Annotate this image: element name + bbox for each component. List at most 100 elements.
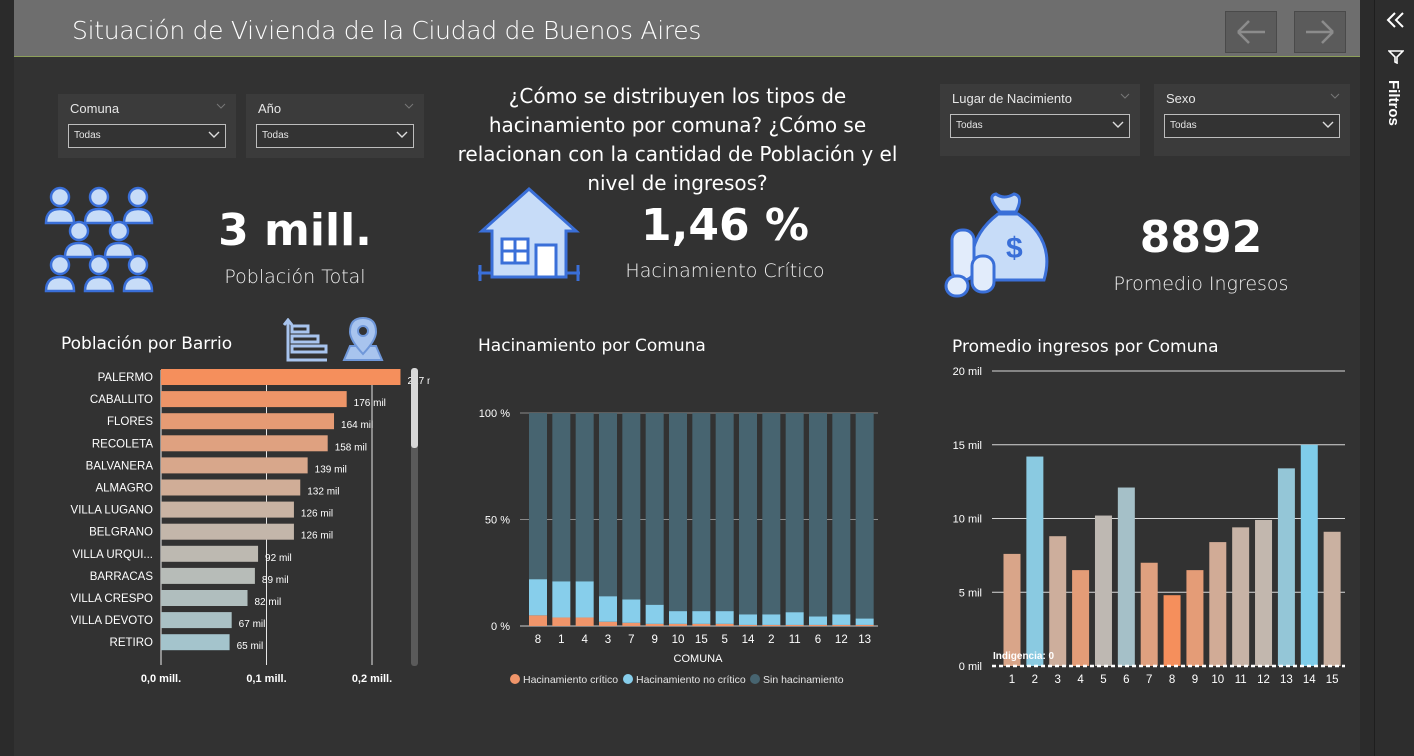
bar-segment[interactable] — [645, 623, 664, 626]
bar[interactable] — [161, 457, 308, 474]
bar-segment[interactable] — [762, 614, 781, 625]
bar[interactable] — [1094, 515, 1112, 666]
bar-segment[interactable] — [645, 413, 664, 605]
bar[interactable] — [1003, 553, 1021, 666]
x-tick-label: 10 — [1211, 674, 1224, 686]
bar-segment[interactable] — [832, 624, 851, 626]
bar[interactable] — [1323, 531, 1341, 666]
bar[interactable] — [161, 567, 255, 584]
legend-label[interactable]: Hacinamiento no crítico — [636, 674, 746, 686]
bar[interactable] — [1277, 468, 1295, 666]
forward-button[interactable] — [1294, 11, 1346, 53]
slicer-dropdown[interactable]: Todas — [256, 124, 414, 148]
bar-segment[interactable] — [855, 624, 874, 626]
bar-segment[interactable] — [575, 581, 594, 618]
bar-segment[interactable] — [529, 413, 547, 580]
bar-segment[interactable] — [739, 624, 757, 626]
slicer-lugar-nacimiento[interactable]: Lugar de Nacimiento Todas — [940, 84, 1140, 156]
legend-label[interactable]: Sin hacinamiento — [763, 674, 844, 686]
filters-pane-label[interactable]: Filtros — [1385, 80, 1402, 126]
bar-segment[interactable] — [855, 413, 874, 619]
bar[interactable] — [161, 634, 230, 651]
bar[interactable] — [1209, 542, 1227, 666]
bar-segment[interactable] — [622, 599, 641, 623]
bar-segment[interactable] — [762, 624, 781, 626]
bar[interactable] — [161, 545, 259, 562]
bar[interactable] — [1255, 519, 1273, 666]
bar[interactable] — [1140, 562, 1158, 666]
bar[interactable] — [161, 612, 232, 629]
bar-segment[interactable] — [529, 615, 547, 626]
bar-segment[interactable] — [529, 579, 547, 616]
bar-segment[interactable] — [692, 623, 711, 626]
bar-segment[interactable] — [599, 413, 617, 597]
bar-segment[interactable] — [785, 624, 804, 626]
bar[interactable] — [1026, 456, 1044, 666]
bar-segment[interactable] — [739, 614, 757, 625]
bar[interactable] — [1300, 444, 1318, 666]
bar[interactable] — [161, 479, 301, 496]
slicer-ano[interactable]: Año Todas — [246, 94, 424, 158]
bar-chart-sort-icon[interactable] — [283, 318, 329, 362]
bar[interactable] — [161, 369, 401, 385]
bar-segment[interactable] — [785, 612, 804, 625]
legend-swatch[interactable] — [623, 674, 633, 684]
bar-segment[interactable] — [855, 618, 874, 625]
bar-segment[interactable] — [832, 614, 851, 625]
bar[interactable] — [161, 391, 347, 408]
bar-segment[interactable] — [575, 617, 594, 626]
bar-segment[interactable] — [552, 413, 571, 582]
double-chevron-left-icon[interactable] — [1386, 11, 1406, 29]
bar-segment[interactable] — [785, 413, 804, 613]
bar-segment[interactable] — [552, 581, 571, 618]
bar-segment[interactable] — [599, 596, 617, 622]
bar-segment[interactable] — [809, 616, 827, 625]
bar-segment[interactable] — [599, 621, 617, 626]
bar-segment[interactable] — [809, 624, 827, 626]
bar-segment[interactable] — [809, 413, 827, 617]
slicer-dropdown[interactable]: Todas — [68, 124, 226, 148]
bar[interactable] — [1117, 487, 1135, 666]
slicer-dropdown[interactable]: Todas — [950, 114, 1130, 138]
bar[interactable] — [1049, 536, 1067, 666]
bar[interactable] — [1072, 570, 1090, 666]
y-tick-label: 50 % — [485, 515, 510, 527]
bar-segment[interactable] — [622, 622, 641, 626]
legend-swatch[interactable] — [750, 674, 760, 684]
x-tick-label: 10 — [672, 634, 685, 646]
bar[interactable] — [161, 523, 294, 540]
scrollbar-thumb[interactable] — [411, 368, 418, 448]
legend-swatch[interactable] — [510, 674, 520, 684]
bar-segment[interactable] — [715, 413, 734, 612]
bar-segment[interactable] — [715, 623, 734, 626]
bar-segment[interactable] — [832, 413, 851, 615]
bar[interactable] — [161, 590, 248, 606]
map-pin-icon[interactable] — [340, 316, 386, 362]
bar[interactable] — [161, 501, 294, 518]
bar-segment[interactable] — [739, 413, 757, 615]
filters-pane[interactable] — [1374, 0, 1414, 756]
slicer-sexo[interactable]: Sexo Todas — [1154, 84, 1350, 156]
bar[interactable] — [1186, 570, 1204, 666]
bar-segment[interactable] — [669, 623, 687, 626]
slicer-comuna[interactable]: Comuna Todas — [58, 94, 236, 158]
slicer-dropdown[interactable]: Todas — [1164, 114, 1340, 138]
bar[interactable] — [161, 435, 328, 452]
bar-segment[interactable] — [575, 413, 594, 582]
bar-segment[interactable] — [692, 611, 711, 624]
bar-segment[interactable] — [645, 604, 664, 624]
bar-segment[interactable] — [669, 611, 687, 624]
back-button[interactable] — [1225, 11, 1277, 53]
bar[interactable] — [1163, 595, 1181, 666]
bar-segment[interactable] — [669, 413, 687, 612]
bar[interactable] — [161, 413, 335, 430]
bar-segment[interactable] — [715, 611, 734, 624]
bar[interactable] — [1232, 527, 1250, 666]
bar-segment[interactable] — [692, 413, 711, 612]
legend-label[interactable]: Hacinamiento crítico — [523, 674, 618, 686]
bar-segment[interactable] — [552, 617, 571, 626]
x-tick-label: 0,2 mill. — [352, 673, 392, 685]
bar-segment[interactable] — [622, 413, 641, 600]
bar-segment[interactable] — [762, 413, 781, 615]
y-tick-label: 100 % — [479, 408, 510, 420]
